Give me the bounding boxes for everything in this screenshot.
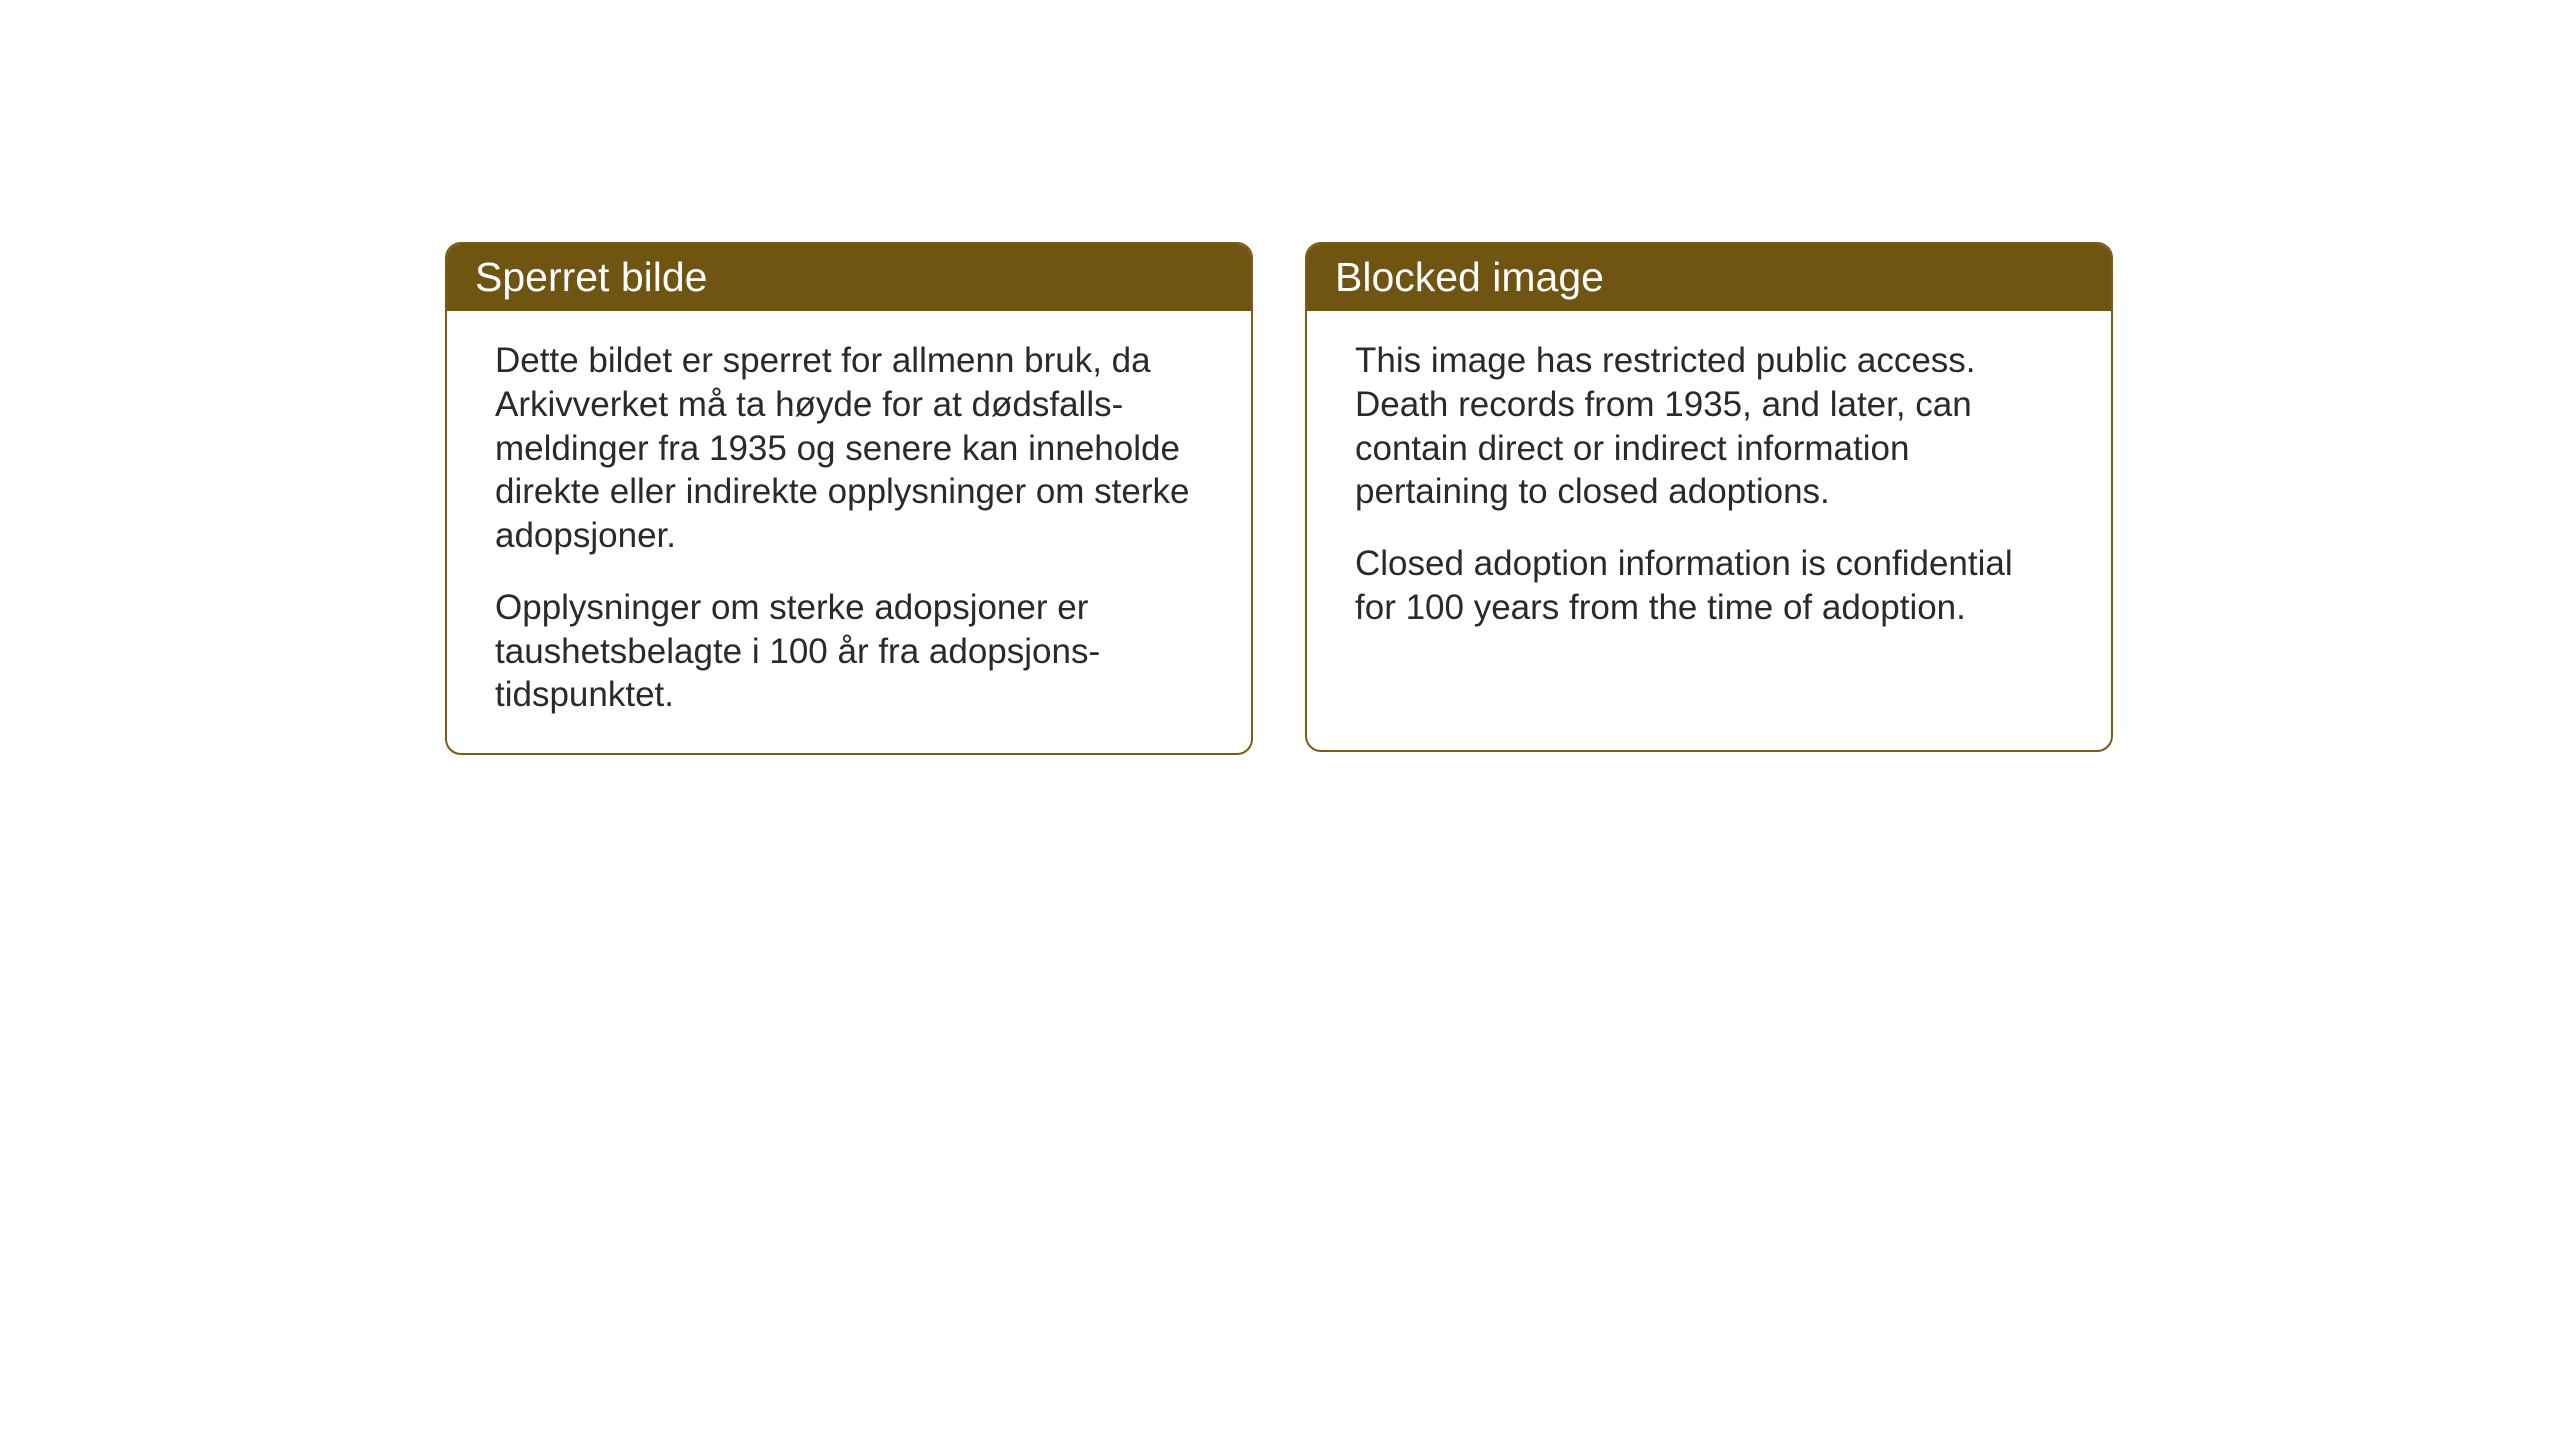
card-title-english: Blocked image [1335, 254, 1604, 300]
notice-card-english: Blocked image This image has restricted … [1305, 242, 2113, 752]
card-paragraph-2-english: Closed adoption information is confident… [1355, 542, 2063, 630]
notice-container: Sperret bilde Dette bildet er sperret fo… [445, 242, 2113, 755]
notice-card-norwegian: Sperret bilde Dette bildet er sperret fo… [445, 242, 1253, 755]
card-body-english: This image has restricted public access.… [1307, 311, 2111, 666]
card-body-norwegian: Dette bildet er sperret for allmenn bruk… [447, 311, 1251, 753]
card-paragraph-1-english: This image has restricted public access.… [1355, 339, 2063, 514]
card-header-norwegian: Sperret bilde [447, 244, 1251, 311]
card-title-norwegian: Sperret bilde [475, 254, 707, 300]
card-paragraph-2-norwegian: Opplysninger om sterke adopsjoner er tau… [495, 586, 1203, 717]
card-header-english: Blocked image [1307, 244, 2111, 311]
card-paragraph-1-norwegian: Dette bildet er sperret for allmenn bruk… [495, 339, 1203, 558]
